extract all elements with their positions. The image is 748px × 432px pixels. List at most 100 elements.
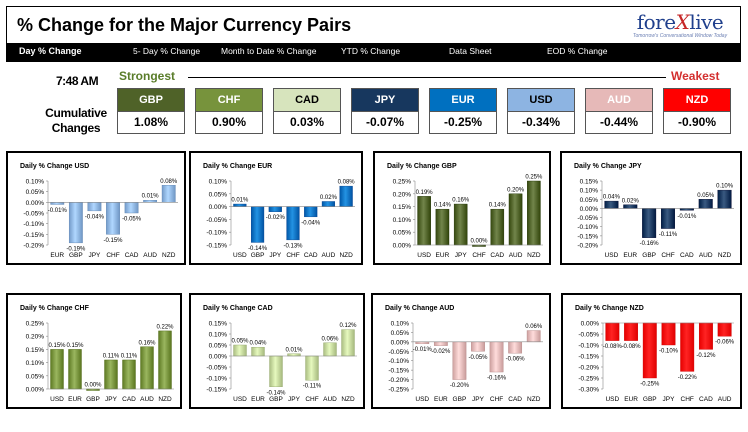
data-label: -0.15% xyxy=(103,238,123,244)
y-tick-label: -0.10% xyxy=(206,376,227,383)
x-tick-label: NZD xyxy=(162,252,176,259)
pair-cumulative-value: -0.25% xyxy=(430,112,496,133)
x-tick-label: GBP xyxy=(453,396,467,403)
x-tick-label: EUR xyxy=(68,396,82,403)
x-tick-label: JPY xyxy=(455,252,468,259)
chart-title: Daily % Change CAD xyxy=(203,305,273,312)
y-tick-label: 0.05% xyxy=(580,197,599,204)
x-tick-label: GBP xyxy=(643,396,657,403)
nav-data-sheet[interactable]: Data Sheet xyxy=(449,46,492,56)
pair-cumulative-value: -0.07% xyxy=(352,112,418,133)
data-label: 0.14% xyxy=(489,203,507,209)
nav-month-to-date[interactable]: Month to Date % Change xyxy=(221,46,317,56)
bar-jpy xyxy=(471,341,485,352)
chart-title: Daily % Change GBP xyxy=(387,163,457,170)
chart-panel-jpy: Daily % Change JPY 0.15% 0.10% 0.05% 0.00% -0… xyxy=(560,151,742,265)
y-tick-label: -0.05% xyxy=(23,211,44,218)
data-label: -0.08% xyxy=(603,344,623,350)
data-label: -0.16% xyxy=(640,241,660,247)
chart-chf: Daily % Change CHF0.25%0.20%0.15%0.10%0.… xyxy=(20,305,174,403)
pair-cumulative-value: 0.03% xyxy=(274,112,340,133)
x-tick-label: EUR xyxy=(624,396,638,403)
pair-name: GBP xyxy=(118,89,184,112)
chart-panel-cad: Daily % Change CAD 0.15% 0.10% 0.05% 0.00% -0… xyxy=(189,293,365,409)
data-label: 0.15% xyxy=(66,343,84,349)
chart-panel-usd: Daily % Change USD 0.10% 0.05% 0.00% -0.05% -… xyxy=(6,151,186,265)
nav-5-day-change[interactable]: 5- Day % Change xyxy=(133,46,201,56)
y-tick-label: 0.05% xyxy=(393,230,412,237)
data-label: -0.20% xyxy=(450,383,470,389)
bar-aud xyxy=(508,193,523,246)
y-tick-label: -0.05% xyxy=(577,215,598,222)
x-tick-label: JPY xyxy=(105,396,118,403)
y-tick-label: 0.10% xyxy=(26,179,45,186)
chart-panel-nzd: Daily % Change NZD 0.00% -0.05% -0.10% -0.15… xyxy=(561,293,742,409)
ranking-line xyxy=(188,77,666,78)
data-label: -0.11% xyxy=(659,232,678,238)
data-label: -0.01% xyxy=(677,214,697,220)
y-tick-label: -0.05% xyxy=(206,217,227,224)
bar-aud xyxy=(140,346,154,390)
x-tick-label: NZD xyxy=(527,252,541,259)
bar-jpy xyxy=(268,206,282,212)
y-tick-label: -0.10% xyxy=(206,230,227,237)
time-stamp: 7:48 AM xyxy=(56,74,99,88)
nav-ytd-change[interactable]: YTD % Change xyxy=(341,46,401,56)
x-tick-label: EUR xyxy=(50,252,64,259)
bar-cad xyxy=(122,359,136,390)
y-tick-label: 0.20% xyxy=(26,334,45,341)
data-label: -0.16% xyxy=(487,376,507,382)
logo-tagline: Tomorrow's Conversational Window Today xyxy=(632,33,728,39)
header: % Change for the Major Currency Pairs fo… xyxy=(6,6,741,62)
bar-cad xyxy=(698,322,713,350)
x-tick-label: CAD xyxy=(490,252,504,259)
x-tick-label: USD xyxy=(233,396,247,403)
y-tick-label: -0.05% xyxy=(206,365,227,372)
data-label: -0.06% xyxy=(715,340,735,346)
y-tick-label: 0.15% xyxy=(580,179,599,186)
bar-jpy xyxy=(661,322,676,346)
data-label: 0.14% xyxy=(434,203,452,209)
bar-aud xyxy=(143,200,158,203)
x-tick-label: GBP xyxy=(251,252,265,259)
x-tick-label: EUR xyxy=(434,396,448,403)
bar-eur xyxy=(433,341,448,346)
x-tick-label: AUD xyxy=(140,396,154,403)
data-label: -0.13% xyxy=(283,243,303,249)
chart-title: Daily % Change USD xyxy=(20,163,89,170)
data-label: 0.01% xyxy=(231,198,249,204)
forexlive-logo[interactable]: foreXlive Tomorrow's Conversational Wind… xyxy=(632,11,728,39)
x-tick-label: CHF xyxy=(490,396,503,403)
x-tick-label: USD xyxy=(50,396,64,403)
data-label: -0.14% xyxy=(248,246,268,252)
x-tick-label: JPY xyxy=(288,396,301,403)
data-label: 0.08% xyxy=(160,179,178,185)
y-tick-label: -0.30% xyxy=(578,387,599,394)
bar-aud xyxy=(321,201,336,207)
bar-nzd xyxy=(158,330,172,390)
nav-day-change[interactable]: Day % Change xyxy=(19,46,82,56)
chart-aud: Daily % Change AUD0.10%0.05%0.00%-0.05%-… xyxy=(385,305,543,403)
pair-cumulative-value: -0.90% xyxy=(664,112,730,133)
bar-gbp xyxy=(68,202,83,244)
y-tick-label: 0.10% xyxy=(26,360,45,367)
x-tick-label: AUD xyxy=(699,252,713,259)
bar-chf xyxy=(305,355,319,381)
bar-nzd xyxy=(341,329,355,357)
y-tick-label: -0.10% xyxy=(577,224,598,231)
data-label: 0.05% xyxy=(231,339,249,345)
y-tick-label: 0.05% xyxy=(209,343,228,350)
bar-usd xyxy=(50,349,64,390)
y-tick-label: -0.15% xyxy=(23,232,44,239)
bar-aud xyxy=(323,342,337,357)
y-tick-label: 0.20% xyxy=(393,191,412,198)
nav-eod-change[interactable]: EOD % Change xyxy=(547,46,608,56)
x-tick-label: USD xyxy=(605,396,619,403)
x-tick-label: NZD xyxy=(341,396,355,403)
y-tick-label: -0.25% xyxy=(578,376,599,383)
data-label: 0.10% xyxy=(716,184,734,190)
x-tick-label: CHF xyxy=(305,396,318,403)
x-tick-label: GBP xyxy=(269,396,283,403)
y-tick-label: -0.05% xyxy=(578,332,599,339)
data-label: -0.11% xyxy=(303,384,322,390)
